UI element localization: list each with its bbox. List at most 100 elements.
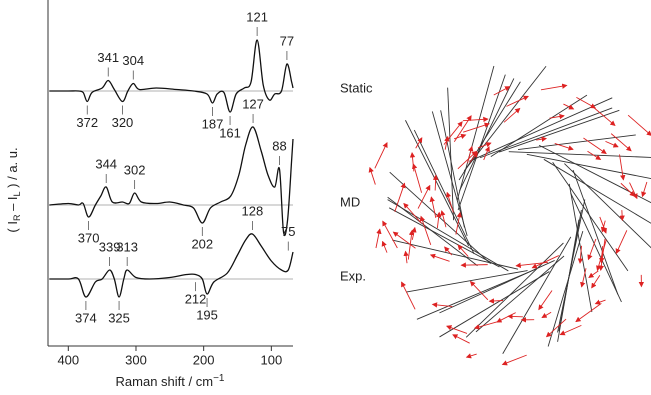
peak-label: 195	[196, 307, 218, 322]
displacement-arrow	[461, 265, 487, 266]
displacement-arrow	[494, 87, 510, 95]
displacement-arrow	[412, 228, 415, 240]
displacement-arrow	[507, 96, 529, 106]
displacement-arrow	[467, 354, 477, 357]
peak-label: 121	[246, 9, 268, 24]
displacement-arrow	[375, 143, 387, 168]
displacement-arrow	[395, 183, 405, 212]
series-label: Static	[340, 80, 373, 95]
displacement-arrow	[605, 141, 617, 146]
peak-label: 75	[281, 224, 295, 239]
displacement-arrow	[490, 301, 503, 302]
peak-label: 88	[272, 138, 286, 153]
peak-label: 341	[97, 50, 119, 65]
displacement-arrow	[550, 116, 564, 118]
spectrum-line	[49, 127, 293, 236]
displacement-arrow	[576, 303, 601, 321]
bond	[548, 231, 583, 346]
bond	[527, 154, 651, 181]
displacement-arrow	[412, 153, 414, 171]
peak-label: 302	[124, 162, 146, 177]
displacement-arrow	[547, 319, 566, 337]
bond	[558, 199, 585, 332]
displacement-arrow	[542, 312, 551, 317]
displacement-arrow	[532, 256, 558, 268]
displacement-arrow	[503, 355, 527, 364]
displacement-arrow	[589, 271, 598, 278]
bond	[439, 260, 554, 312]
bond	[573, 170, 618, 294]
displacement-arrow	[431, 197, 435, 218]
x-tick-label: 300	[125, 352, 147, 367]
x-label-sup: −1	[213, 373, 225, 384]
displacement-arrow	[592, 106, 615, 125]
displacement-arrow	[497, 313, 516, 322]
bond	[414, 130, 474, 254]
displacement-arrow	[463, 119, 488, 121]
displacement-arrow	[596, 300, 606, 304]
displacement-arrow	[541, 85, 567, 89]
displacement-arrow	[454, 135, 465, 139]
displacement-arrow	[628, 115, 651, 135]
displacement-arrow	[383, 221, 398, 248]
displacement-arrow	[588, 239, 596, 259]
displacement-arrow	[642, 182, 646, 196]
peak-label: 374	[75, 310, 97, 325]
bond	[503, 237, 571, 354]
bond	[392, 240, 518, 269]
peak-label: 161	[219, 125, 241, 140]
displacement-arrow	[406, 251, 408, 263]
x-label-text: Raman shift / cm	[116, 374, 214, 389]
displacement-arrow	[383, 242, 387, 253]
y-label-text: – I	[5, 196, 20, 214]
x-axis-label: Raman shift / cm−1	[116, 373, 225, 390]
displacement-arrow	[376, 229, 380, 248]
displacement-arrow	[437, 213, 439, 229]
displacement-arrow	[421, 217, 431, 245]
figure: Raman shift / cm−1 ( IR – IL ) / a. u. 4…	[0, 0, 651, 395]
bond	[458, 75, 505, 210]
series-label: Exp.	[340, 268, 366, 283]
displacement-arrow	[435, 175, 436, 190]
y-label-text: ( I	[5, 221, 20, 233]
displacement-arrow	[393, 232, 415, 248]
peak-label: 304	[122, 53, 144, 68]
displacement-arrow	[592, 275, 600, 288]
bond	[440, 272, 550, 337]
displacement-arrow	[620, 154, 624, 179]
peak-label: 77	[280, 33, 294, 48]
bond	[405, 120, 468, 246]
peak-label: 370	[78, 230, 100, 245]
displacement-arrow	[630, 183, 637, 199]
displacement-arrow	[402, 282, 416, 309]
x-tick-label: 400	[57, 352, 79, 367]
displacement-arrow	[445, 247, 452, 255]
bond	[459, 78, 513, 191]
displacement-arrow	[447, 326, 467, 333]
displacement-arrow	[560, 325, 581, 334]
peak-label: 127	[242, 96, 264, 111]
peak-label: 344	[95, 156, 117, 171]
peak-label: 372	[76, 115, 98, 130]
bond	[389, 208, 499, 267]
bond	[388, 200, 509, 271]
displacement-arrow	[616, 230, 627, 253]
displacement-arrow	[431, 255, 450, 261]
vibration-diagram	[370, 66, 651, 364]
displacement-arrow	[418, 186, 430, 209]
series-label: MD	[340, 194, 360, 209]
displacement-arrow	[484, 147, 489, 160]
peak-label: 320	[112, 115, 134, 130]
displacement-arrow	[442, 211, 446, 227]
peak-label: 325	[108, 310, 130, 325]
peak-label: 313	[116, 239, 138, 254]
y-axis-label: ( IR – IL ) / a. u.	[5, 147, 22, 232]
peak-label: 212	[185, 292, 207, 307]
peak-label: 128	[242, 203, 264, 218]
bond	[390, 172, 491, 264]
y-label-text: ) / a. u.	[5, 147, 20, 191]
displacement-arrow	[539, 290, 552, 309]
bond	[417, 269, 537, 320]
peak-label: 202	[191, 236, 213, 251]
bond	[464, 66, 546, 171]
